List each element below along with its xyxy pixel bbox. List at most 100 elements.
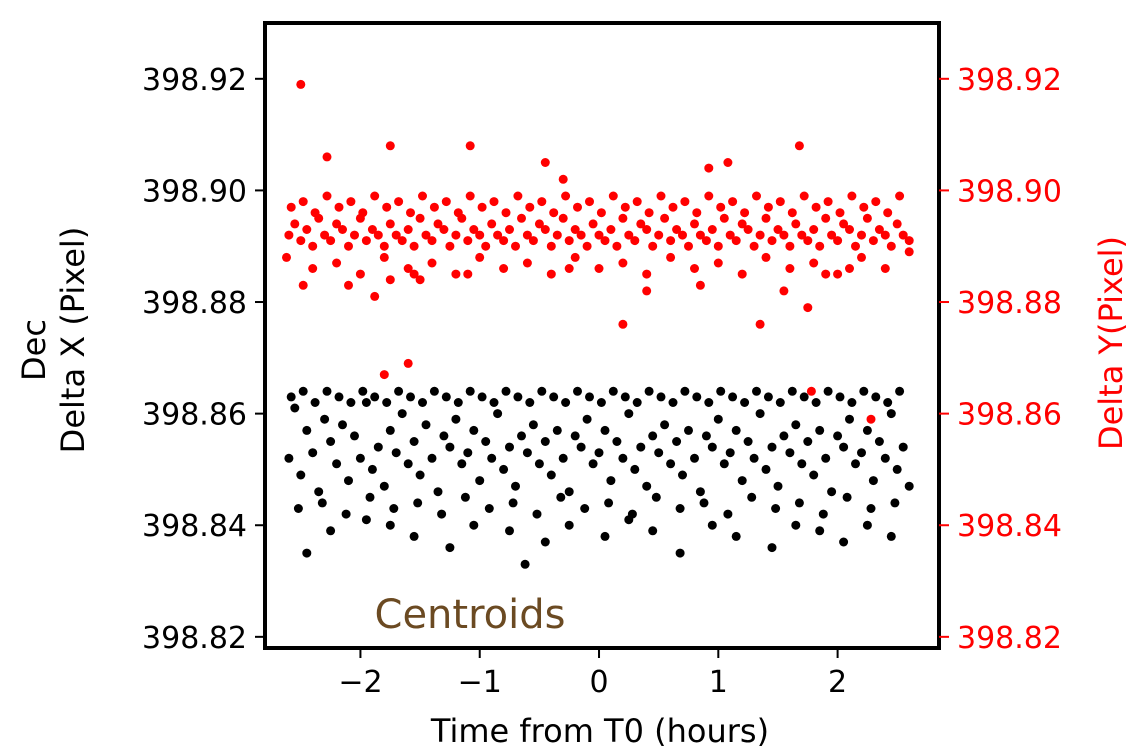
scatter-point bbox=[517, 213, 526, 223]
scatter-point bbox=[672, 437, 682, 446]
scatter-point bbox=[845, 414, 854, 424]
scatter-point bbox=[513, 392, 523, 402]
scatter-point bbox=[370, 291, 380, 301]
scatter-point bbox=[302, 425, 312, 435]
scatter-point bbox=[585, 392, 594, 402]
scatter-point bbox=[612, 241, 622, 251]
scatter-point bbox=[632, 197, 642, 207]
scatter-point bbox=[367, 464, 377, 474]
scatter-point bbox=[308, 448, 318, 458]
scatter-point bbox=[439, 225, 449, 234]
scatter-point bbox=[707, 225, 717, 234]
x-axis: −2 −1 0 1 2 bbox=[338, 648, 847, 700]
scatter-point bbox=[580, 504, 590, 513]
scatter-point bbox=[532, 509, 542, 519]
scatter-point bbox=[809, 225, 819, 234]
scatter-point bbox=[794, 141, 804, 151]
scatter-point bbox=[815, 526, 825, 536]
scatter-point bbox=[803, 303, 813, 313]
scatter-point bbox=[332, 459, 342, 469]
scatter-point bbox=[701, 236, 711, 246]
scatter-point bbox=[680, 197, 690, 207]
scatter-point bbox=[477, 392, 487, 402]
scatter-point bbox=[528, 420, 538, 430]
scatter-point bbox=[851, 241, 860, 251]
delta-x-series bbox=[284, 386, 914, 569]
scatter-point bbox=[904, 247, 914, 257]
scatter-point bbox=[787, 386, 797, 396]
scatter-point bbox=[326, 236, 336, 246]
scatter-point bbox=[767, 236, 777, 246]
scatter-point bbox=[704, 191, 714, 201]
scatter-point bbox=[740, 208, 750, 218]
scatter-point bbox=[636, 442, 646, 452]
scatter-point bbox=[382, 398, 392, 407]
scatter-point bbox=[684, 425, 693, 435]
scatter-point bbox=[350, 230, 359, 240]
scatter-point bbox=[624, 409, 634, 419]
scatter-point bbox=[767, 442, 777, 452]
scatter-point bbox=[564, 520, 574, 530]
scatter-point bbox=[862, 425, 872, 435]
scatter-point bbox=[346, 197, 356, 207]
scatter-point bbox=[692, 208, 702, 218]
scatter-point bbox=[785, 264, 795, 273]
scatter-point bbox=[546, 269, 556, 279]
scatter-point bbox=[707, 520, 717, 530]
scatter-point bbox=[379, 241, 389, 251]
scatter-point bbox=[594, 230, 604, 240]
y-axis-right: 398.82 398.84 398.86 398.88 398.90 398.92 bbox=[939, 63, 1062, 656]
scatter-point bbox=[463, 269, 473, 279]
scatter-point bbox=[761, 213, 771, 223]
scatter-point bbox=[441, 392, 451, 402]
y2-tick-label: 398.92 bbox=[957, 63, 1062, 98]
scatter-point bbox=[433, 219, 443, 229]
scatter-point bbox=[373, 442, 383, 452]
scatter-point bbox=[549, 392, 559, 402]
scatter-point bbox=[835, 208, 845, 218]
scatter-point bbox=[752, 386, 761, 396]
scatter-point bbox=[690, 264, 699, 273]
scatter-point bbox=[737, 219, 747, 229]
scatter-point bbox=[763, 392, 773, 402]
scatter-point bbox=[886, 241, 896, 251]
y2-tick-label: 398.82 bbox=[957, 621, 1062, 656]
scatter-point bbox=[862, 213, 872, 223]
scatter-point bbox=[481, 241, 491, 251]
scatter-point bbox=[406, 208, 415, 218]
scatter-point bbox=[695, 280, 705, 290]
scatter-point bbox=[286, 392, 296, 402]
y-axis-label-line1: Dec bbox=[15, 319, 53, 381]
scatter-point bbox=[672, 225, 682, 234]
scatter-point bbox=[773, 225, 783, 234]
y-axis-label-line2: Delta X (Pixel) bbox=[54, 227, 92, 454]
scatter-point bbox=[725, 448, 735, 458]
scatter-point bbox=[332, 219, 342, 229]
scatter-point bbox=[775, 197, 785, 207]
delta-y-series bbox=[282, 79, 914, 424]
scatter-point bbox=[728, 197, 738, 207]
scatter-point bbox=[501, 208, 511, 218]
scatter-point bbox=[731, 425, 741, 435]
scatter-point bbox=[501, 386, 511, 396]
scatter-point bbox=[642, 286, 652, 296]
scatter-point bbox=[475, 252, 485, 262]
scatter-point bbox=[361, 236, 371, 246]
scatter-point bbox=[334, 392, 344, 402]
scatter-point bbox=[511, 241, 520, 251]
scatter-point bbox=[648, 241, 658, 251]
scatter-point bbox=[582, 414, 592, 424]
scatter-point bbox=[564, 487, 574, 497]
scatter-point bbox=[827, 230, 837, 240]
scatter-point bbox=[815, 425, 825, 435]
scatter-point bbox=[418, 191, 427, 201]
scatter-point bbox=[298, 197, 308, 207]
scatter-point bbox=[821, 453, 831, 463]
scatter-point bbox=[654, 448, 664, 458]
scatter-point bbox=[505, 526, 514, 536]
scatter-point bbox=[794, 498, 804, 508]
x-tick-label: −2 bbox=[338, 665, 382, 700]
scatter-point bbox=[546, 470, 556, 480]
scatter-point bbox=[743, 225, 753, 234]
y-axis-left: 398.82 398.84 398.86 398.88 398.90 398.92 bbox=[142, 63, 265, 656]
